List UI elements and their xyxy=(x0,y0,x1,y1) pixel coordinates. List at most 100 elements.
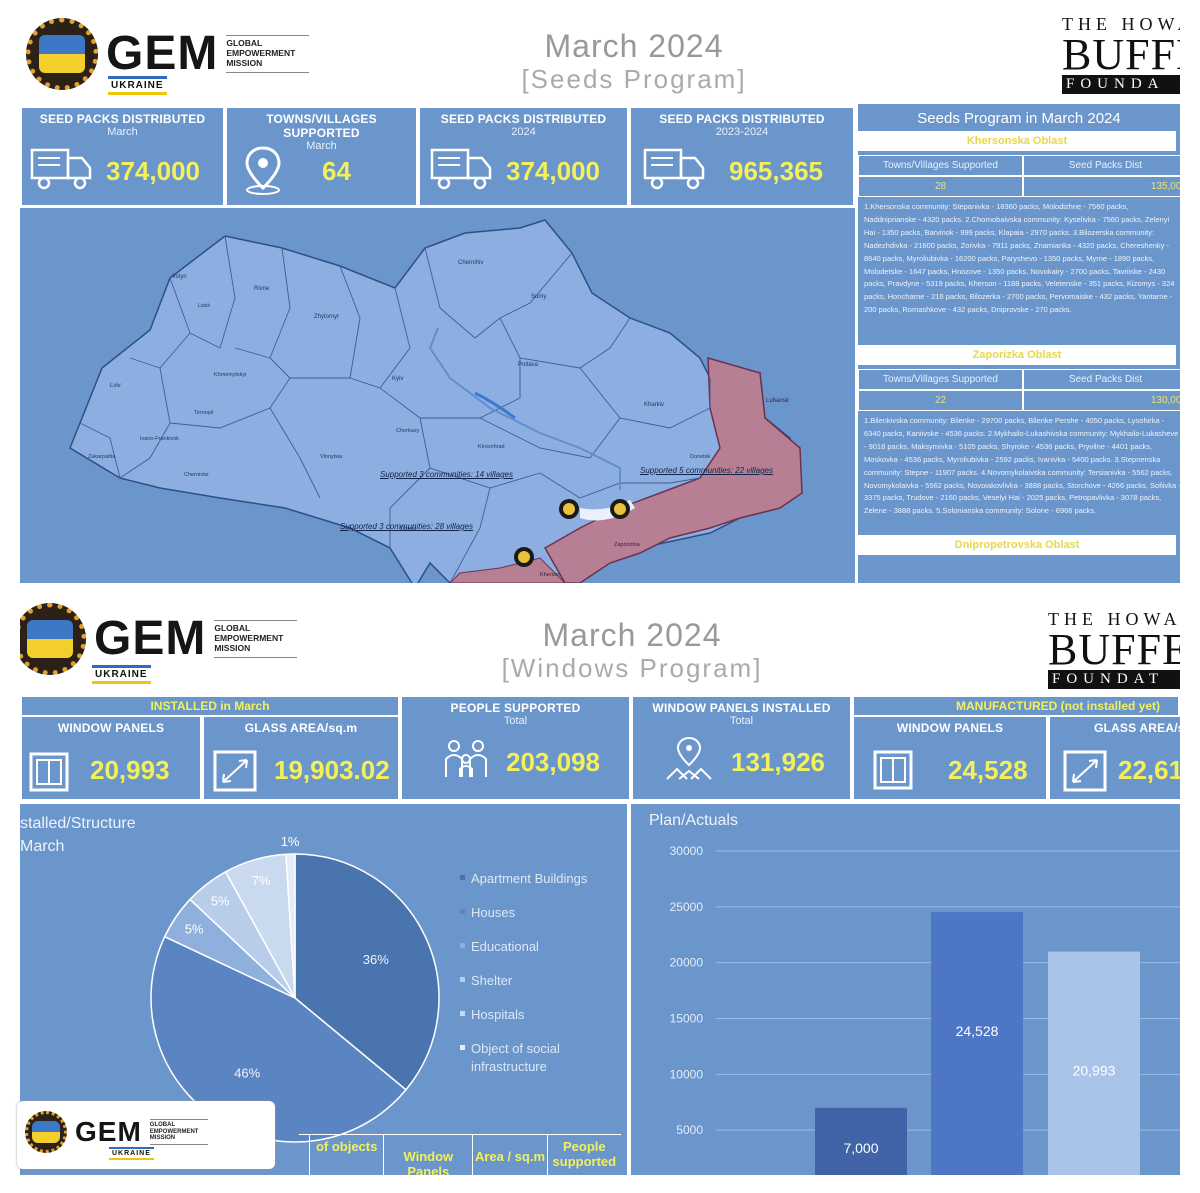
legend-label: Apartment Buildings xyxy=(471,871,588,886)
legend-item: Houses xyxy=(460,904,591,922)
bar-chart-panel: Plan/Actuals 5000 10000 15000 20000 25000 300… xyxy=(631,804,1180,1175)
pie-data-label: 7% xyxy=(252,873,271,888)
legend-swatch xyxy=(460,977,465,982)
location-pin-icon xyxy=(245,146,281,195)
table-header-cell: Window Panels xyxy=(383,1135,472,1175)
oblast-header: Dnipropetrovska Oblast xyxy=(858,535,1176,555)
gem-logo-country: UKRAINE xyxy=(108,76,167,95)
page-subtitle: [Windows Program] xyxy=(501,653,763,683)
pie-data-label: 36% xyxy=(363,952,389,967)
gem-logo: GEM GLOBAL EMPOWERMENT MISSION xyxy=(26,18,310,90)
legend-swatch xyxy=(460,943,465,948)
kpi-value: 64 xyxy=(322,156,351,186)
truck-icon xyxy=(430,148,492,190)
oblast-details: 1.Bilenkivska community: Bilenke - 29700… xyxy=(864,416,1180,516)
page-subtitle: [Seeds Program] xyxy=(521,64,747,94)
seeds-header: GEM GLOBAL EMPOWERMENT MISSION UKRAINE Mar… xyxy=(20,8,1180,104)
legend-label: Houses xyxy=(471,905,516,920)
pie-data-label: 1% xyxy=(281,834,300,849)
map-marker-icon xyxy=(559,499,579,519)
gem-emblem-icon xyxy=(20,603,86,675)
kpi-value: 24,528 xyxy=(948,755,1028,785)
kpi-card: PEOPLE SUPPORTED Total 203,098 xyxy=(400,695,631,801)
kpi-value: 20,993 xyxy=(90,755,170,785)
location-houses-icon xyxy=(666,736,712,780)
legend-swatch xyxy=(460,1045,465,1050)
gem-logo-text: GEM xyxy=(75,1116,142,1147)
gem-mini-logo: GEM GLOBAL EMPOWERMENT MISSION UKRAINE xyxy=(17,1101,275,1169)
towns-value: 28 xyxy=(858,176,1023,197)
table-header-cell: Area / sq.m xyxy=(472,1135,546,1175)
kpi-value: 374,000 xyxy=(106,156,200,186)
legend-label: Object of social infrastructure xyxy=(471,1041,560,1074)
seeds-side-table: Seeds Program in March 2024 Khersonska O… xyxy=(858,104,1180,583)
towns-value: 22 xyxy=(858,390,1023,411)
legend-swatch xyxy=(460,875,465,880)
seeds-program-panel: GEM GLOBAL EMPOWERMENT MISSION UKRAINE Mar… xyxy=(20,8,1180,583)
legend-item: Apartment Buildings xyxy=(460,870,591,888)
oblast-details: 1.Khersonska community: Stepanivka - 183… xyxy=(864,202,1177,315)
bar xyxy=(815,1107,907,1175)
pie-data-label: 5% xyxy=(185,921,204,936)
manufactured-header: MANUFACTURED (not installed yet) xyxy=(956,699,1160,713)
gem-logo-text: GEM xyxy=(94,612,207,665)
area-arrow-icon xyxy=(1063,750,1107,792)
map-annotation: Supported 5 communities: 22 villages xyxy=(640,466,773,475)
page-title: March 2024 xyxy=(542,617,722,653)
buffett-foundation-logo: THE HOWA BUFFE FOUNDAT xyxy=(1048,609,1180,689)
installed-header: INSTALLED in March xyxy=(150,699,270,713)
pie-slice xyxy=(285,853,296,999)
map-marker-icon xyxy=(610,499,630,519)
gem-logo-subtitle: GLOBAL EMPOWERMENT MISSION xyxy=(214,620,298,658)
oblast-header: Zaporizka Oblast xyxy=(858,345,1176,365)
kpi-card: GLASS AREA/s 22,61 xyxy=(1048,715,1180,801)
truck-icon xyxy=(30,148,92,190)
map-annotation: Supported 3 communities: 14 villages xyxy=(380,470,513,479)
pie-data-label: 46% xyxy=(234,1065,260,1080)
legend-label: Shelter xyxy=(471,973,513,988)
gem-logo-country: UKRAINE xyxy=(92,665,151,684)
bar-chart: 5000 10000 15000 20000 25000 30000 7,000 24,528… xyxy=(670,844,1180,1175)
pie-slice xyxy=(294,853,440,1091)
legend-item: Object of social infrastructure xyxy=(460,1040,591,1076)
bar-chart-title: Plan/Actuals xyxy=(649,812,738,829)
pie-chart: 36% 46% 5% 5% 7% 1% xyxy=(150,834,440,1143)
y-tick-label: 5000 xyxy=(676,1123,703,1137)
kpi-value: 965,365 xyxy=(729,156,823,186)
y-tick-label: 15000 xyxy=(670,1012,704,1026)
page-title: March 2024 xyxy=(544,28,724,64)
kpi-card: SEED PACKS DISTRIBUTED 2023-2024 965,365 xyxy=(629,106,855,207)
pie-legend: Apartment Buildings Houses Educational Shel… xyxy=(460,870,620,1090)
bar-data-label: 7,000 xyxy=(843,1140,878,1156)
map-marker-icon xyxy=(514,547,534,567)
y-tick-label: 20000 xyxy=(670,956,704,970)
ukraine-map: Volyn Rivne Lutsk Zhytomyr Chernihiv Sum… xyxy=(20,208,855,583)
gem-emblem-icon xyxy=(26,18,98,90)
pie-title: stalled/Structure March xyxy=(20,815,136,855)
kpi-value: 19,903.02 xyxy=(274,755,390,785)
kpi-card: WINDOW PANELS INSTALLED Total 131,926 xyxy=(631,695,852,801)
window-icon xyxy=(873,750,913,790)
buffett-foundation-logo: THE HOWA BUFFE FOUNDA xyxy=(1062,14,1180,94)
y-tick-label: 10000 xyxy=(670,1067,704,1081)
gem-logo-subtitle: GLOBAL EMPOWERMENT MISSION xyxy=(226,35,310,73)
truck-icon xyxy=(643,148,705,190)
gem-logo: GEM GLOBAL EMPOWERMENT MISSION xyxy=(20,603,298,675)
table-header-cell: of objects xyxy=(309,1135,383,1175)
pie-data-label: 5% xyxy=(211,894,230,909)
gem-emblem-icon xyxy=(25,1111,67,1153)
legend-item: Educational xyxy=(460,938,591,956)
kpi-value: 374,000 xyxy=(506,156,600,186)
legend-item: Hospitals xyxy=(460,1006,591,1024)
legend-label: Hospitals xyxy=(471,1007,525,1022)
gem-logo-text: GEM xyxy=(106,27,219,80)
kpi-value: 22,61 xyxy=(1118,755,1180,785)
kpi-value: 131,926 xyxy=(731,747,825,777)
summary-table-header: of objects Window Panels Area / sq.m Peo… xyxy=(299,1134,621,1175)
oblast-header: Khersonska Oblast xyxy=(858,131,1176,151)
kpi-card: GLASS AREA/sq.m 19,903.02 xyxy=(202,715,400,801)
packs-value: 130,000 xyxy=(1023,390,1180,411)
kpi-card: SEED PACKS DISTRIBUTED 2024 374,000 xyxy=(418,106,629,207)
window-icon xyxy=(29,752,69,792)
side-title: Seeds Program in March 2024 xyxy=(917,110,1121,127)
